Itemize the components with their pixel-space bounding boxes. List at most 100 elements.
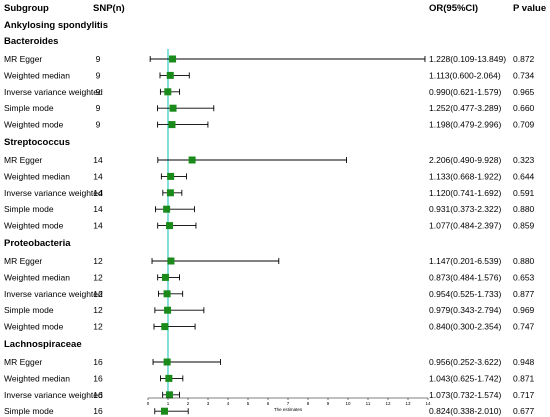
group-label: Bacteroides — [4, 36, 58, 47]
or-ci-text: 0.956(0.252-3.622) — [429, 357, 501, 367]
p-value: 0.734 — [513, 70, 535, 80]
or-marker — [165, 391, 173, 399]
x-tick-label: 8 — [307, 401, 310, 406]
group-label: Streptococcus — [4, 137, 70, 148]
or-marker — [168, 121, 176, 129]
or-marker — [161, 323, 169, 331]
snp-count: 9 — [96, 54, 101, 64]
method-label: MR Egger — [4, 256, 42, 266]
or-ci-text: 0.990(0.621-1.579) — [429, 87, 501, 97]
or-marker — [169, 104, 177, 112]
snp-count: 16 — [93, 406, 103, 416]
p-value: 0.644 — [513, 171, 535, 181]
snp-count: 14 — [93, 204, 103, 214]
snp-count: 12 — [93, 305, 103, 315]
p-value: 0.591 — [513, 188, 535, 198]
snp-count: 12 — [93, 322, 103, 332]
x-tick-label: 6 — [267, 401, 270, 406]
or-marker — [163, 358, 171, 366]
method-label: Inverse variance weighted — [4, 188, 103, 198]
method-label: MR Egger — [4, 357, 42, 367]
x-tick-label: 11 — [366, 401, 371, 406]
group-label: Proteobacteria — [4, 238, 71, 249]
x-tick-label: 9 — [327, 401, 330, 406]
method-label: Weighted mode — [4, 120, 64, 130]
x-tick-label: 2 — [187, 401, 190, 406]
snp-count: 9 — [96, 103, 101, 113]
snp-count: 12 — [93, 289, 103, 299]
snp-count: 9 — [96, 87, 101, 97]
p-value: 0.323 — [513, 155, 535, 165]
method-label: Inverse variance weighted — [4, 87, 103, 97]
or-marker — [160, 407, 168, 415]
method-label: Weighted median — [4, 70, 70, 80]
snp-count: 14 — [93, 171, 103, 181]
or-ci-text: 0.954(0.525-1.733) — [429, 289, 501, 299]
snp-count: 9 — [96, 70, 101, 80]
or-marker — [167, 172, 175, 180]
or-marker — [188, 156, 196, 164]
method-label: Weighted median — [4, 272, 70, 282]
header-snp: SNP(n) — [93, 3, 125, 14]
p-value: 0.880 — [513, 256, 535, 266]
x-axis-label: The estimates — [274, 407, 303, 412]
snp-count: 16 — [93, 373, 103, 383]
or-ci-text: 1.252(0.477-3.289) — [429, 103, 501, 113]
or-marker — [166, 189, 174, 197]
or-marker — [166, 71, 174, 79]
or-ci-text: 1.113(0.600-2.064) — [429, 70, 501, 80]
p-value: 0.965 — [513, 87, 535, 97]
p-value: 0.747 — [513, 322, 535, 332]
method-label: Weighted mode — [4, 322, 64, 332]
p-value: 0.871 — [513, 373, 535, 383]
x-tick-label: 10 — [345, 401, 351, 406]
header-or: OR(95%CI) — [429, 3, 478, 14]
or-ci-text: 0.931(0.373-2.322) — [429, 204, 501, 214]
method-label: MR Egger — [4, 155, 42, 165]
or-marker — [167, 257, 175, 265]
or-marker — [163, 290, 171, 298]
or-ci-text: 1.147(0.201-6.539) — [429, 256, 501, 266]
or-marker — [163, 205, 171, 213]
or-ci-text: 1.077(0.484-2.397) — [429, 221, 501, 231]
p-value: 0.872 — [513, 54, 535, 64]
x-tick-label: 12 — [385, 401, 391, 406]
snp-count: 14 — [93, 188, 103, 198]
or-ci-text: 1.043(0.625-1.742) — [429, 373, 501, 383]
snp-count: 16 — [93, 390, 103, 400]
x-tick-label: 13 — [405, 401, 411, 406]
x-tick-label: 5 — [247, 401, 250, 406]
snp-count: 12 — [93, 256, 103, 266]
or-ci-text: 0.824(0.338-2.010) — [429, 406, 501, 416]
or-marker — [165, 374, 173, 382]
or-ci-text: 1.133(0.668-1.922) — [429, 171, 501, 181]
snp-count: 14 — [93, 155, 103, 165]
or-ci-text: 0.840(0.300-2.354) — [429, 322, 501, 332]
x-tick-label: 3 — [207, 401, 210, 406]
p-value: 0.717 — [513, 390, 535, 400]
forest-rows: Bacteroides MR Egger 9 1.228(0.109-13.849) 0… — [4, 36, 535, 416]
or-ci-text: 0.979(0.343-2.794) — [429, 305, 501, 315]
or-marker — [164, 306, 172, 314]
or-ci-text: 1.228(0.109-13.849) — [429, 54, 506, 64]
method-label: Weighted median — [4, 171, 70, 181]
method-label: Simple mode — [4, 406, 54, 416]
or-ci-text: 1.073(0.732-1.574) — [429, 390, 501, 400]
method-label: Simple mode — [4, 204, 54, 214]
p-value: 0.660 — [513, 103, 535, 113]
x-tick-label: 14 — [425, 401, 431, 406]
method-label: Simple mode — [4, 305, 54, 315]
method-label: Simple mode — [4, 103, 54, 113]
x-tick-label: 1 — [167, 401, 170, 406]
p-value: 0.948 — [513, 357, 535, 367]
exposure-label: Ankylosing spondylitis — [4, 20, 108, 31]
p-value: 0.709 — [513, 120, 535, 130]
header-subgroup: Subgroup — [4, 3, 49, 14]
p-value: 0.677 — [513, 406, 535, 416]
method-label: Weighted mode — [4, 221, 64, 231]
snp-count: 14 — [93, 221, 103, 231]
p-value: 0.880 — [513, 204, 535, 214]
snp-count: 9 — [96, 120, 101, 130]
